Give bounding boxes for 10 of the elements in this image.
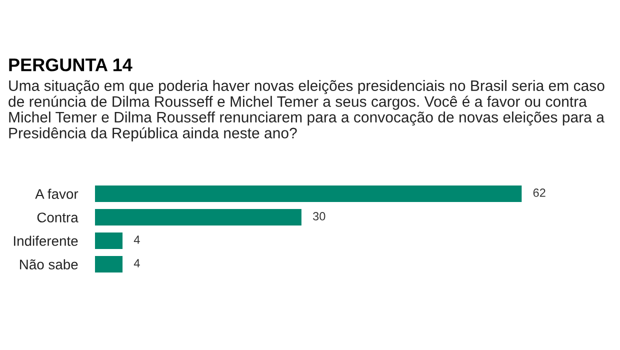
data-label: 30 <box>313 212 326 220</box>
chart-subtitle: Uma situação em que poderia haver novas eleições presidenciais no Brasil seria em caso de renúncia de Dilma Rousseff e Michel Temer a seus cargos. Você é a favor ou contra Michel Temer e Dilma Rousseff renunciarem para a convocação de novas eleições para a Presidência da República ainda neste ano? <box>8 80 604 142</box>
data-label: 4 <box>134 236 140 244</box>
data-label: 4 <box>134 259 140 268</box>
y-tick-label: Contra <box>37 212 78 222</box>
y-tick-label: A favor <box>35 188 78 199</box>
y-tick-label: Não sabe <box>20 259 78 270</box>
data-label: 62 <box>533 188 546 197</box>
chart-title: PERGUNTA 14 <box>9 58 132 72</box>
y-tick-label: Indiferente <box>14 236 78 246</box>
